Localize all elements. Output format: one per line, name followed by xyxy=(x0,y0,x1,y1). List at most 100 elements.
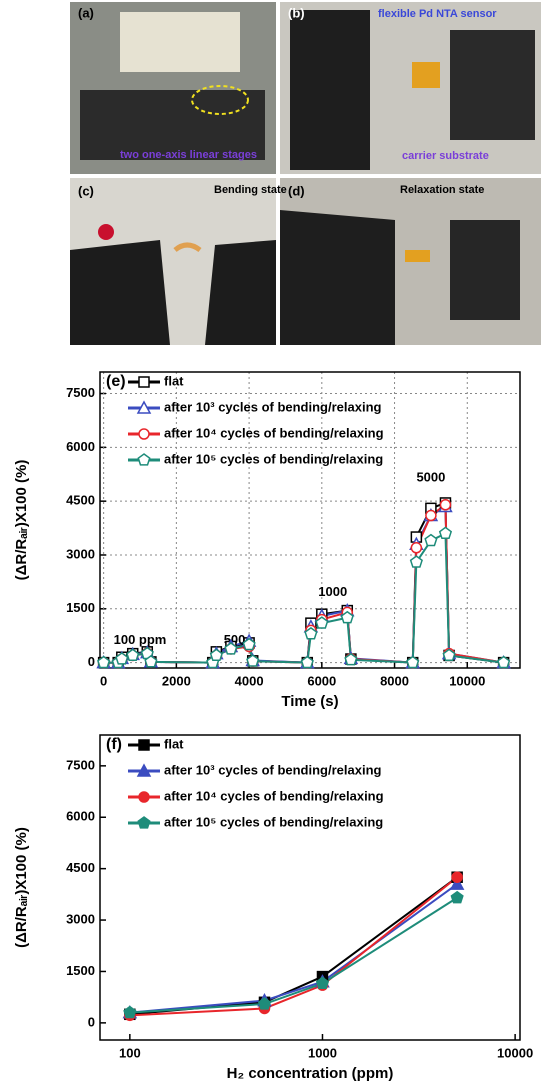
series-line xyxy=(129,883,458,1014)
legend-label: after 10³ cycles of bending/relaxing xyxy=(164,762,382,777)
x-axis-label: H₂ concentration (ppm) xyxy=(227,1065,394,1082)
legend-marker xyxy=(138,376,150,388)
x-tick-label: 100 xyxy=(119,1045,141,1060)
marker xyxy=(246,654,260,667)
y-tick-label: 0 xyxy=(88,654,95,669)
legend-label: flat xyxy=(164,373,184,388)
y-tick-label: 6000 xyxy=(66,809,95,824)
photo-shape xyxy=(98,224,114,240)
y-tick-label: 1500 xyxy=(66,963,95,978)
photo-label: (a) xyxy=(78,5,94,20)
photo-shape xyxy=(173,242,202,253)
marker xyxy=(209,648,223,662)
photo-shape xyxy=(280,210,395,345)
annotation: 5000 xyxy=(416,469,445,484)
photo-shape xyxy=(80,90,265,160)
series-line xyxy=(103,531,504,664)
photo-shape xyxy=(70,240,170,345)
photo-label: (c) xyxy=(78,183,94,198)
photo-shape xyxy=(450,220,520,320)
photo-annotation: Bending state xyxy=(214,184,287,196)
marker xyxy=(144,654,158,668)
x-tick-label: 4000 xyxy=(235,673,264,688)
marker xyxy=(123,1005,137,1019)
marker xyxy=(242,637,256,651)
x-tick-label: 10000 xyxy=(497,1045,533,1060)
y-axis-label: (ΔR/Rₐᵢᵣ)X100 (%) xyxy=(13,460,30,581)
legend-label: after 10⁵ cycles of bending/relaxing xyxy=(164,451,383,466)
y-tick-label: 7500 xyxy=(66,385,95,400)
series-line xyxy=(129,896,458,1014)
marker xyxy=(126,648,140,662)
marker xyxy=(406,655,420,669)
y-tick-label: 6000 xyxy=(66,439,95,454)
marker xyxy=(497,655,511,669)
photo-shape xyxy=(405,250,430,262)
photo-label: (d) xyxy=(288,183,305,198)
plot: 0 1500 3000 4500 6000 7500 0 2000 4000 6000 8000 10… xyxy=(13,371,521,710)
legend-marker xyxy=(138,791,150,803)
marker xyxy=(450,890,464,904)
marker xyxy=(257,997,272,1010)
legend-marker xyxy=(138,428,150,440)
photo-annotation: carrier substrate xyxy=(402,150,489,162)
marker xyxy=(442,648,456,662)
annotation: 1000 xyxy=(318,584,347,599)
y-tick-label: 1500 xyxy=(66,600,95,615)
photo-shape xyxy=(412,62,440,88)
marker xyxy=(340,610,354,624)
marker xyxy=(224,642,238,655)
photo-shape xyxy=(191,85,249,115)
marker xyxy=(438,526,453,540)
photo-annotation: two one-axis linear stages xyxy=(120,149,257,161)
marker xyxy=(300,655,314,669)
legend-marker xyxy=(137,453,151,466)
x-tick-label: 0 xyxy=(100,673,107,688)
marker xyxy=(439,499,452,511)
photos xyxy=(70,2,541,345)
marker xyxy=(344,652,358,666)
legend-marker xyxy=(136,400,152,414)
y-axis-label: (ΔR/Rₐᵢᵣ)X100 (%) xyxy=(13,827,30,948)
x-tick-label: 6000 xyxy=(307,673,336,688)
legend-marker xyxy=(138,739,150,751)
photo-shape xyxy=(120,12,240,72)
legend-marker xyxy=(136,763,152,777)
marker xyxy=(451,871,463,883)
marker xyxy=(115,652,129,665)
marker xyxy=(409,555,423,568)
x-tick-label: 10000 xyxy=(449,673,485,688)
marker xyxy=(449,876,465,890)
legend-label: after 10⁴ cycles of bending/relaxing xyxy=(164,425,384,440)
x-tick-label: 1000 xyxy=(308,1045,337,1060)
x-tick-label: 2000 xyxy=(162,673,191,688)
legend-label: after 10³ cycles of bending/relaxing xyxy=(164,399,382,414)
photo-shape xyxy=(450,30,535,140)
legend-label: after 10⁴ cycles of bending/relaxing xyxy=(164,788,384,803)
photo-annotation: flexible Pd NTA sensor xyxy=(378,8,497,20)
annotation: 100 ppm xyxy=(114,632,167,647)
marker xyxy=(425,509,437,522)
legend-label: flat xyxy=(164,736,184,751)
photo-shape xyxy=(290,10,370,170)
marker xyxy=(97,655,111,669)
plot-frame xyxy=(99,734,521,1041)
y-tick-label: 3000 xyxy=(66,911,95,926)
y-tick-label: 3000 xyxy=(66,546,95,561)
y-tick-label: 7500 xyxy=(66,757,95,772)
marker xyxy=(315,976,330,990)
photo-annotation: Relaxation state xyxy=(400,184,484,196)
legend-marker xyxy=(137,816,151,829)
x-tick-label: 8000 xyxy=(380,673,409,688)
x-axis-label: Time (s) xyxy=(281,693,338,710)
panel-label: (f) xyxy=(106,736,122,753)
marker xyxy=(304,626,318,640)
panel-label: (e) xyxy=(106,373,126,390)
marker xyxy=(315,616,329,629)
photo-label: (b) xyxy=(288,5,305,20)
y-tick-label: 4500 xyxy=(66,493,95,508)
series-line xyxy=(129,876,458,1017)
marker xyxy=(410,542,423,554)
marker xyxy=(424,533,438,547)
